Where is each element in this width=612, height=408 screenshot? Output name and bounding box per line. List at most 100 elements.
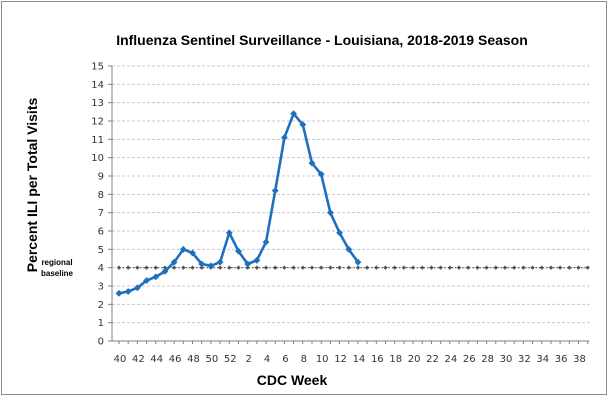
ili-point xyxy=(262,238,270,246)
baseline-point xyxy=(263,265,269,270)
ili-point xyxy=(207,262,215,270)
x-tick-label: 38 xyxy=(573,354,586,365)
y-tick-label: 5 xyxy=(98,245,104,256)
ili-point xyxy=(216,258,224,266)
baseline-point xyxy=(291,265,296,270)
y-tick-label: 9 xyxy=(98,172,104,183)
x-tick-label: 18 xyxy=(389,354,402,365)
baseline-point xyxy=(447,265,453,270)
x-tick-label: 44 xyxy=(150,354,163,365)
baseline-point xyxy=(429,265,434,270)
baseline-point xyxy=(548,265,554,270)
baseline-point xyxy=(502,265,508,270)
baseline-point xyxy=(374,265,379,270)
baseline-series xyxy=(116,265,590,270)
chart-frame: Influenza Sentinel Surveillance - Louisi… xyxy=(1,1,607,395)
x-tick-label: 22 xyxy=(426,354,439,365)
baseline-point xyxy=(521,265,526,270)
y-tick-label: 13 xyxy=(91,98,104,109)
x-tick-label: 20 xyxy=(408,354,421,365)
ili-point xyxy=(244,260,252,268)
baseline-point xyxy=(475,265,480,270)
ili-point xyxy=(299,121,307,129)
baseline-point xyxy=(135,265,140,270)
x-tick-label: 42 xyxy=(132,354,145,365)
x-tick-label: 10 xyxy=(316,354,329,365)
x-tick-label: 14 xyxy=(353,354,366,365)
baseline-point xyxy=(576,265,581,270)
y-tick-label: 8 xyxy=(98,190,104,201)
baseline-point xyxy=(484,265,489,270)
ili-point xyxy=(115,289,123,297)
x-tick-label: 36 xyxy=(555,354,568,365)
x-tick-label: 30 xyxy=(500,354,513,365)
baseline-point xyxy=(511,265,517,270)
baseline-point xyxy=(116,265,122,270)
baseline-point xyxy=(171,265,177,270)
baseline-point xyxy=(300,265,305,270)
ili-point xyxy=(290,110,298,118)
baseline-point xyxy=(567,265,572,270)
baseline-point xyxy=(346,265,351,270)
baseline-point xyxy=(410,265,416,270)
x-tick-label: 40 xyxy=(114,354,127,365)
ili-point xyxy=(336,229,343,237)
ili-point xyxy=(124,288,132,295)
baseline-point xyxy=(420,265,425,270)
ili-point xyxy=(354,258,362,266)
x-tick-label: 46 xyxy=(169,354,182,365)
baseline-point xyxy=(438,265,443,270)
baseline-point xyxy=(236,265,241,270)
baseline-point xyxy=(181,265,186,270)
baseline-point xyxy=(328,265,333,270)
baseline-point xyxy=(144,265,149,270)
baseline-point xyxy=(337,265,342,270)
baseline-point xyxy=(493,265,498,270)
x-tick-label: 8 xyxy=(301,354,307,365)
y-tick-label: 7 xyxy=(98,208,104,219)
baseline-point xyxy=(318,265,324,270)
baseline-point xyxy=(530,265,535,270)
ili-point xyxy=(152,273,160,281)
x-tick-label: 6 xyxy=(282,354,288,365)
ili-point xyxy=(235,247,242,255)
baseline-point xyxy=(199,265,204,270)
x-tick-label: 24 xyxy=(444,354,457,365)
baseline-point xyxy=(309,265,315,270)
y-tick-label: 12 xyxy=(91,117,104,128)
x-tick-label: 32 xyxy=(518,354,531,365)
x-tick-label: 12 xyxy=(334,354,347,365)
baseline-point xyxy=(190,265,195,270)
ili-point xyxy=(345,245,353,253)
baseline-point xyxy=(355,265,361,270)
baseline-point xyxy=(245,265,250,270)
ili-point xyxy=(179,245,187,253)
ili-point xyxy=(281,134,288,141)
baseline-point xyxy=(392,265,397,270)
y-tick-label: 11 xyxy=(91,135,104,146)
baseline-point xyxy=(227,265,232,270)
y-tick-label: 2 xyxy=(98,300,104,311)
baseline-point xyxy=(254,265,260,270)
y-tick-label: 15 xyxy=(91,62,104,73)
x-tick-label: 34 xyxy=(536,354,549,365)
y-tick-label: 14 xyxy=(91,80,104,91)
baseline-point xyxy=(585,265,590,270)
x-axis-title: CDC Week xyxy=(257,372,328,388)
x-tick-label: 48 xyxy=(187,354,200,365)
baseline-point xyxy=(557,265,563,270)
ili-point xyxy=(161,267,169,275)
x-tick-label: 2 xyxy=(245,354,251,365)
baseline-point xyxy=(217,265,223,270)
ili-point xyxy=(189,249,196,257)
x-tick-label: 50 xyxy=(206,354,219,365)
ili-point xyxy=(317,170,325,178)
ili-point xyxy=(253,256,261,264)
baseline-point xyxy=(364,265,370,270)
grid-layer xyxy=(112,65,590,324)
ili-series xyxy=(115,110,362,297)
ili-point xyxy=(133,284,141,292)
y-tick-label: 10 xyxy=(91,153,104,164)
y-tick-label: 1 xyxy=(98,318,104,329)
